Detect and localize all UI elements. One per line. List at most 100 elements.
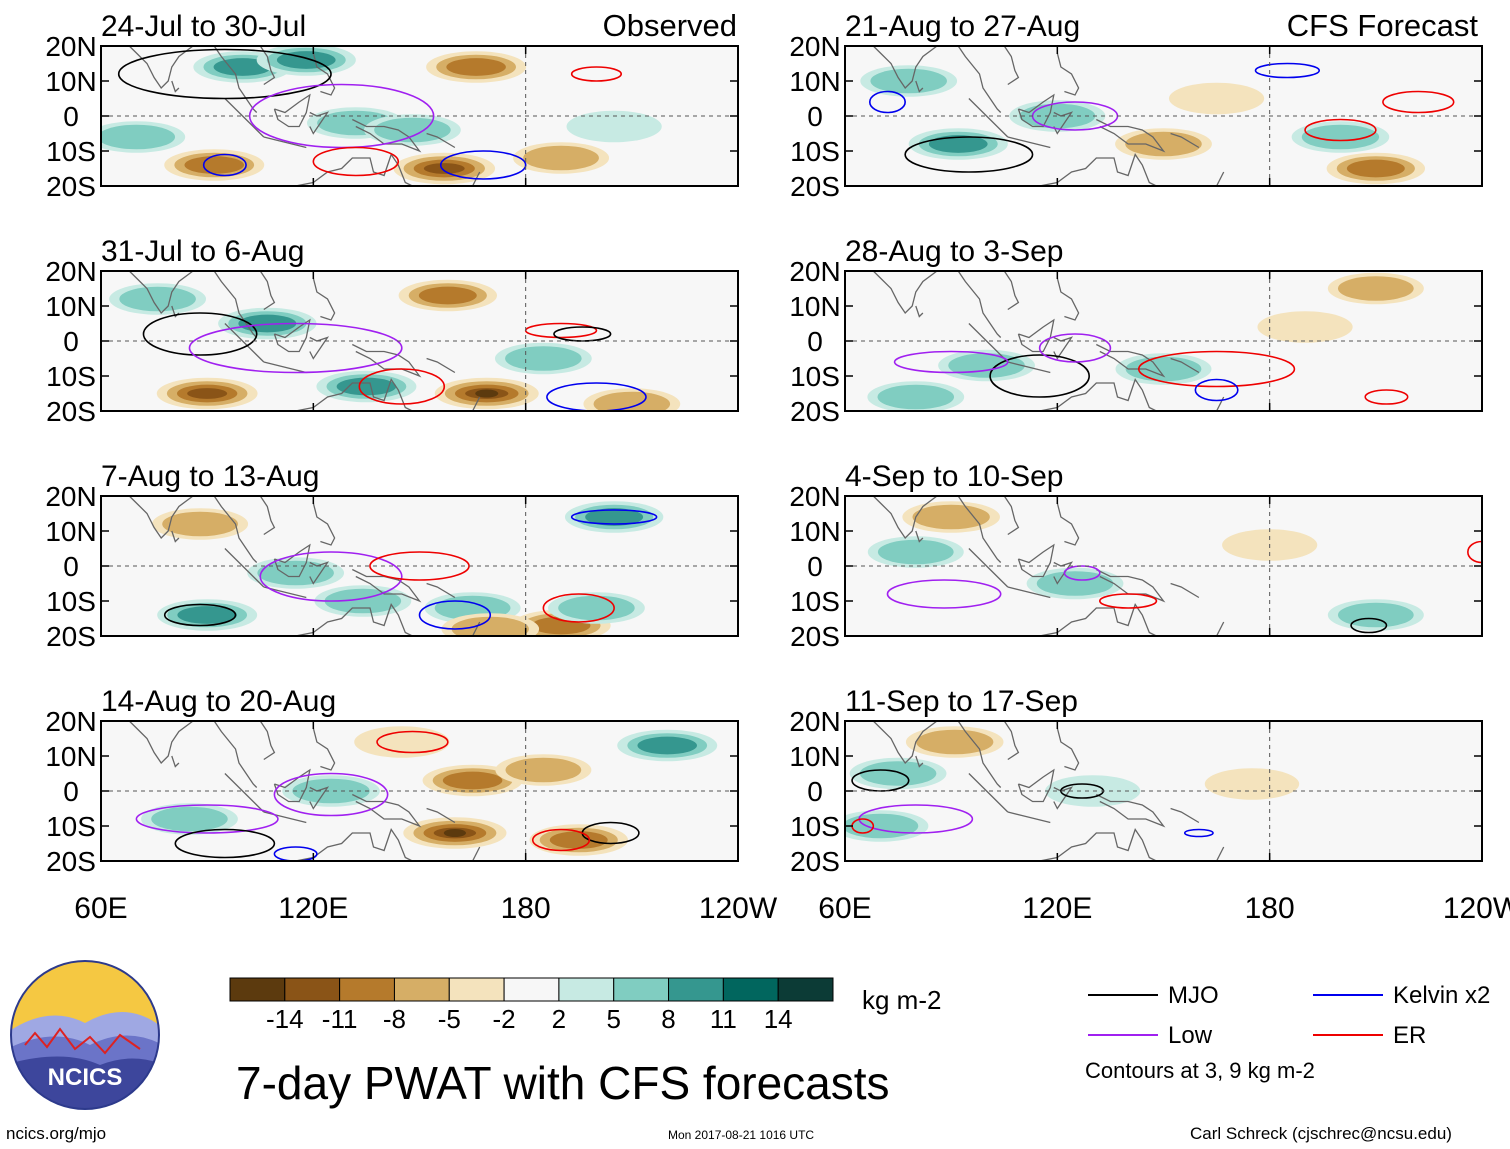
contour-er-2 (358, 368, 446, 405)
coastline-14 (472, 621, 481, 636)
anomaly-6-level-1 (119, 286, 196, 312)
y-tick-label: 0 (63, 551, 79, 582)
anomaly-5-level-1 (451, 616, 529, 636)
coastline-12 (1064, 271, 1066, 272)
panel-date-label: 21-Aug to 27-Aug (845, 10, 1080, 43)
contour-low-1 (188, 322, 403, 374)
y-tick-label: 10N (45, 741, 96, 772)
panel-date-label: 31-Jul to 6-Aug (101, 235, 304, 268)
colorbar-bin (448, 977, 505, 1002)
panel-observed-2: 20N 10N 0 10S 20S 31-Jul to 6-Aug (45, 235, 739, 427)
coastline-6 (1053, 111, 1074, 135)
y-tick-label: 20S (46, 396, 96, 427)
y-tick-label: 10N (789, 291, 840, 322)
contour-mjo-0 (142, 312, 258, 356)
panel-date-label: 24-Jul to 30-Jul (101, 10, 306, 43)
contour-low-0 (273, 772, 389, 817)
anomaly-7-level-2 (585, 508, 644, 526)
anomaly-2-level-1 (292, 778, 370, 804)
anomaly-7-level-1 (101, 124, 176, 150)
legend-label: Low (1168, 1022, 1213, 1049)
anomaly-2-level-0 (1045, 775, 1141, 807)
y-tick-label: 0 (63, 101, 79, 132)
anomaly-0-level-3 (187, 388, 228, 399)
colorbar-tick-label: 2 (552, 1004, 566, 1034)
contour-er-3 (1382, 90, 1455, 114)
contour-er-2 (1098, 593, 1158, 609)
y-tick-label: 10S (790, 586, 840, 617)
colorbar-bin (777, 977, 834, 1002)
y-tick-label: 20N (789, 256, 840, 287)
y-tick-label: 10N (789, 516, 840, 547)
y-tick-label: 20S (790, 171, 840, 202)
colorbar-tick-label: -2 (493, 1004, 516, 1034)
panel-date-label: 7-Aug to 13-Aug (101, 460, 319, 493)
colorbar-tick-label: -5 (438, 1004, 461, 1034)
coastline-10 (1003, 721, 1020, 761)
x-tick-label: 180 (501, 892, 551, 925)
panel-date-label: 4-Sep to 10-Sep (845, 460, 1063, 493)
coastline-5 (273, 543, 311, 578)
coastline-14 (1216, 621, 1225, 636)
coastline-7 (312, 52, 336, 96)
coastline-0 (872, 46, 938, 90)
y-tick-label: 10N (45, 291, 96, 322)
y-tick-label: 10S (790, 136, 840, 167)
anomaly-2-level-1 (1036, 571, 1114, 596)
y-tick-label: 10S (46, 361, 96, 392)
panel-forecast-4: 20N 10N 0 10S 20S 11-Sep to 17-Sep (789, 685, 1483, 877)
contour-low-1 (135, 804, 279, 834)
contour-er-4 (312, 146, 400, 177)
coastline-6 (309, 561, 330, 585)
coastline-1 (915, 755, 924, 768)
colorbar-bin (613, 977, 670, 1002)
contour-mjo-3 (1350, 617, 1388, 634)
y-tick-label: 20N (45, 256, 96, 287)
colorbar-bin (393, 977, 450, 1002)
coastline-2 (957, 496, 1002, 563)
anomaly-5-level-2 (549, 831, 608, 849)
colorbar-units: kg m-2 (862, 985, 942, 1015)
contour-legend: MJO Kelvin x2 Low ER (1088, 982, 1490, 1049)
logo-ring (10, 960, 160, 1110)
ncics-logo: NCICS (10, 960, 160, 1110)
coastline-1 (171, 80, 180, 93)
contour-er-5 (531, 828, 591, 852)
footer-timestamp: Mon 2017-08-21 1016 UTC (668, 1128, 815, 1142)
y-tick-label: 10N (45, 66, 96, 97)
y-tick-label: 10S (46, 586, 96, 617)
contour-low-1 (259, 551, 403, 602)
contour-kelvin-5 (1194, 378, 1239, 402)
y-tick-label: 20S (790, 621, 840, 652)
coastline-12 (320, 271, 322, 272)
contour-mjo-2 (174, 828, 276, 859)
forecast-label: CFS Forecast (1287, 8, 1479, 43)
y-tick-label: 20S (46, 621, 96, 652)
colorbar-tick-label: 11 (710, 1004, 737, 1034)
colorbar-tick-label: 8 (661, 1004, 675, 1034)
anomaly-1-level-2 (238, 314, 297, 333)
contour-er-4 (376, 730, 449, 754)
coastline-1 (915, 530, 924, 543)
anomaly-4-level-1 (1337, 602, 1414, 628)
colorbar-bin (229, 977, 286, 1002)
coastline-8 (352, 118, 422, 153)
anomaly-1-level-2 (442, 771, 503, 790)
anomaly-1-level-1 (859, 761, 937, 786)
coastline-4 (263, 136, 307, 149)
coastline-7 (1056, 727, 1080, 771)
coastline-13 (426, 132, 456, 149)
x-tick-label: 60E (818, 892, 871, 925)
contour-kelvin-4 (1183, 828, 1214, 838)
coastline-6 (1053, 786, 1074, 810)
footer-link[interactable]: ncics.org/mjo (6, 1124, 107, 1143)
coastline-7 (312, 727, 336, 771)
logo-mountain-front (11, 1056, 159, 1109)
panel-observed-4: 20N 10N 0 10S 20S 14-Aug to 20-Aug (45, 685, 739, 877)
coastline-6 (309, 111, 330, 135)
anomaly-8-level-1 (523, 145, 599, 171)
coastline-8 (352, 793, 422, 828)
contour-mjo-0 (117, 48, 332, 100)
anomaly-6-level-2 (446, 58, 506, 76)
